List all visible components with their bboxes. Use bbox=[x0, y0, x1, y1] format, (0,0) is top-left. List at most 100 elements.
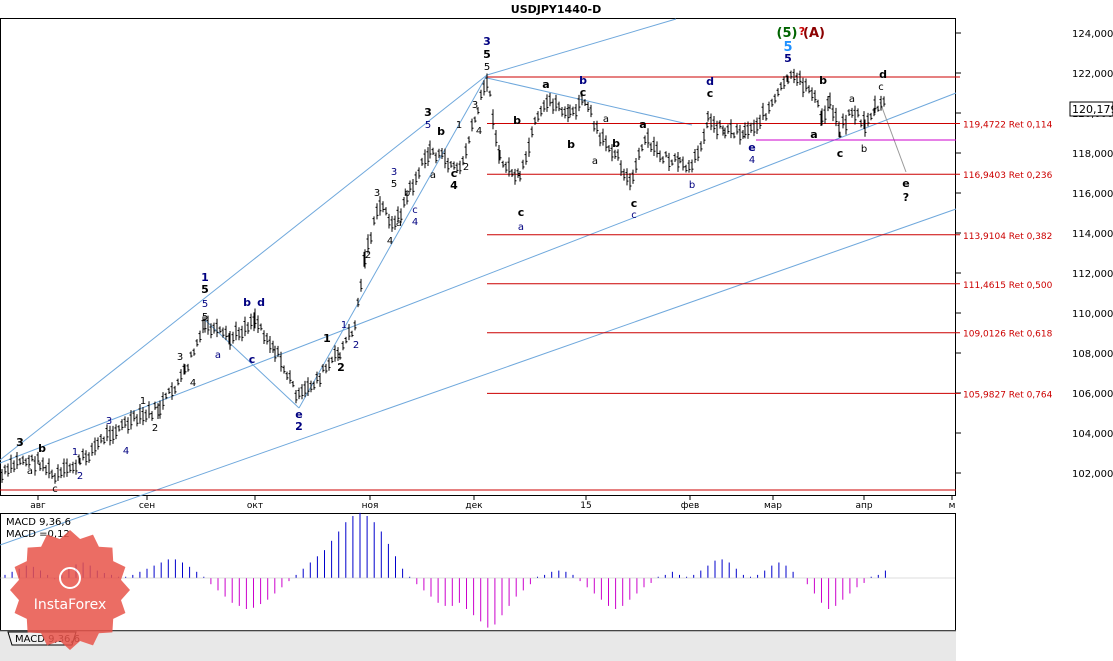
price-bar bbox=[743, 122, 747, 139]
wave-label: a bbox=[542, 78, 549, 91]
price-tick-label: 102,000 bbox=[1072, 469, 1113, 480]
price-bar bbox=[755, 117, 759, 134]
price-bar bbox=[198, 330, 202, 343]
channel-lower-line bbox=[0, 208, 957, 546]
price-bar bbox=[408, 180, 412, 192]
price-bar bbox=[752, 119, 756, 137]
wave-label: ? bbox=[903, 191, 909, 204]
price-bar bbox=[473, 116, 477, 123]
price-bar bbox=[518, 170, 522, 182]
price-bar bbox=[405, 190, 409, 205]
price-bar bbox=[856, 108, 860, 118]
price-bar bbox=[426, 147, 430, 167]
price-bar bbox=[467, 136, 471, 144]
price-bar bbox=[384, 207, 388, 216]
wave-label: c bbox=[707, 87, 714, 100]
price-bar bbox=[237, 327, 241, 341]
price-bar bbox=[823, 105, 827, 124]
wave-label: d bbox=[706, 75, 714, 88]
price-bar bbox=[527, 137, 531, 157]
price-bar bbox=[68, 463, 72, 473]
time-tick-label: авг bbox=[30, 501, 46, 511]
wave-label: c bbox=[837, 147, 844, 160]
wave-label: b bbox=[579, 74, 587, 87]
price-bar bbox=[844, 114, 848, 135]
price-bar bbox=[637, 147, 641, 161]
price-bar bbox=[563, 106, 567, 119]
wave-label: 2 bbox=[365, 250, 371, 261]
price-bar bbox=[568, 104, 572, 118]
wave-label: c bbox=[631, 210, 637, 221]
price-bar bbox=[33, 456, 37, 476]
price-bar bbox=[135, 414, 139, 427]
price-bar bbox=[446, 157, 450, 173]
wave-label: c bbox=[631, 197, 638, 210]
price-tick-label: 106,000 bbox=[1072, 389, 1113, 400]
price-bar bbox=[684, 164, 688, 173]
price-bar bbox=[249, 313, 253, 330]
time-tick-label: м bbox=[949, 501, 956, 511]
wave-label: 1 bbox=[201, 271, 209, 284]
price-bar bbox=[359, 278, 363, 292]
price-bar bbox=[721, 125, 725, 136]
wave-label: 3 bbox=[424, 106, 432, 119]
wave-label: 3 bbox=[177, 352, 183, 363]
macd-value: MACD =0,12 bbox=[6, 529, 70, 540]
price-bar bbox=[318, 372, 322, 387]
price-bar bbox=[108, 425, 112, 446]
price-bar bbox=[504, 161, 508, 173]
price-bar bbox=[27, 455, 31, 468]
time-tick-label: фев bbox=[681, 501, 700, 511]
price-bar bbox=[53, 473, 57, 484]
price-bar bbox=[838, 131, 842, 138]
price-bar bbox=[810, 87, 814, 101]
price-bar bbox=[646, 128, 650, 148]
time-tick-label: сен bbox=[139, 501, 155, 511]
price-bar bbox=[291, 380, 295, 388]
price-bar bbox=[240, 325, 244, 342]
price-tick-label: 124,000 bbox=[1072, 29, 1113, 40]
price-bar bbox=[816, 99, 820, 108]
channel-middle-line bbox=[0, 92, 957, 464]
price-bar bbox=[557, 101, 561, 112]
price-bar bbox=[449, 161, 453, 168]
price-bar bbox=[212, 322, 216, 334]
wave-label: e bbox=[295, 408, 302, 421]
price-bar bbox=[183, 364, 187, 375]
price-bar bbox=[723, 127, 727, 139]
price-bar bbox=[718, 120, 722, 129]
price-bar bbox=[616, 149, 620, 161]
price-bar bbox=[589, 104, 593, 118]
price-bar bbox=[150, 411, 154, 421]
price-bar bbox=[601, 128, 605, 146]
price-bar bbox=[259, 323, 263, 331]
price-bar bbox=[521, 159, 525, 170]
price-bar bbox=[353, 320, 357, 331]
price-bar bbox=[625, 168, 629, 186]
wave-label: 3 bbox=[16, 436, 24, 449]
price-bar bbox=[129, 410, 133, 430]
time-tick-label: дек bbox=[465, 501, 483, 511]
price-bar bbox=[470, 118, 474, 132]
wave-label: c bbox=[451, 167, 458, 180]
price-bar bbox=[138, 403, 142, 424]
wave-label: 1 bbox=[72, 447, 78, 458]
wave-5-cyan-label: 5 bbox=[783, 40, 792, 55]
price-bar bbox=[779, 82, 783, 91]
price-bar bbox=[203, 316, 207, 333]
price-bar bbox=[795, 72, 799, 86]
price-bar bbox=[315, 371, 319, 384]
time-axis: авг сен окт ноя дек 15 фев мар апр м bbox=[30, 495, 955, 511]
wave-label: e bbox=[748, 141, 755, 154]
price-bar bbox=[488, 90, 492, 97]
chart-title: USDJPY1440-D bbox=[511, 3, 601, 16]
macd-pane[interactable] bbox=[0, 513, 956, 631]
price-bar bbox=[114, 424, 118, 440]
wave-label: b bbox=[38, 442, 46, 455]
wave-connector-a bbox=[204, 319, 300, 409]
price-bar bbox=[209, 323, 213, 339]
price-bar bbox=[607, 145, 611, 153]
price-bar bbox=[300, 384, 304, 400]
price-bar bbox=[218, 326, 222, 334]
